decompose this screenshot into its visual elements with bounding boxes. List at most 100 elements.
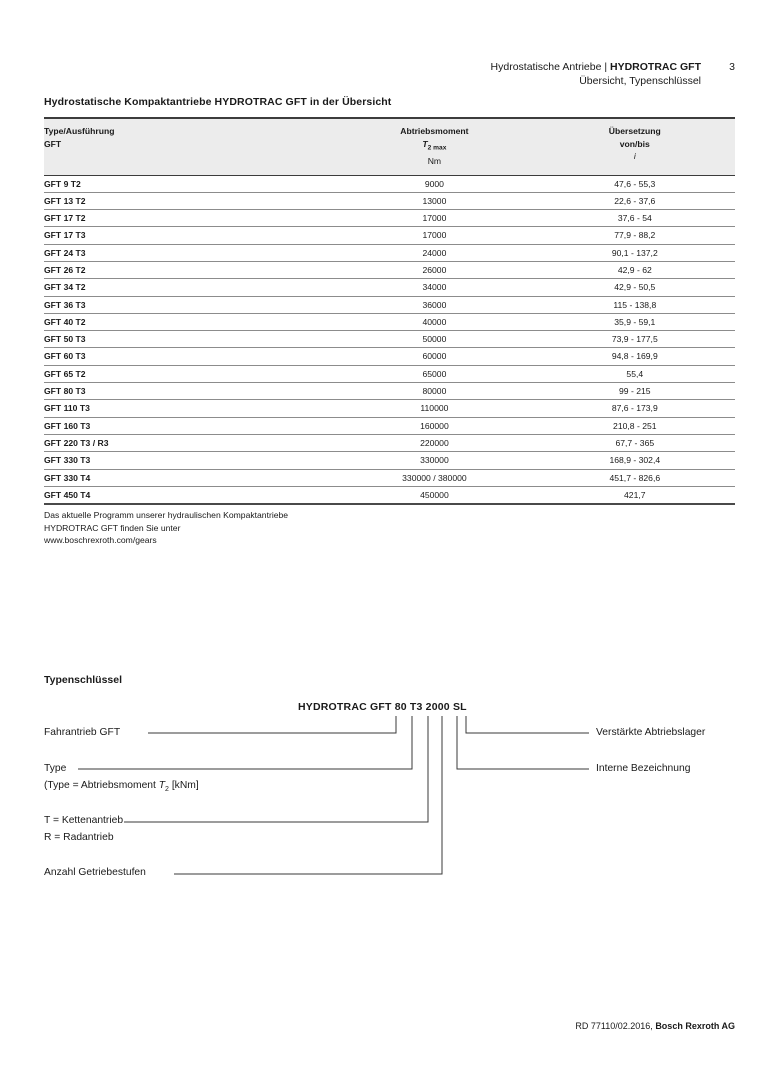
header-subtitle-line: Übersicht, Typenschlüssel bbox=[579, 75, 701, 87]
cell-type: GFT 34 T2 bbox=[44, 278, 335, 297]
cell-torque: 160000 bbox=[334, 417, 535, 435]
table-row: GFT 34 T2 34000 42,9 - 50,5 bbox=[44, 278, 735, 297]
page-footer: RD 77110/02.2016, Bosch Rexroth AG bbox=[575, 1021, 735, 1031]
table-row: GFT 40 T2 40000 35,9 - 59,1 bbox=[44, 313, 735, 332]
table-row: GFT 60 T3 60000 94,8 - 169,9 bbox=[44, 347, 735, 366]
table-row: GFT 17 T2 17000 37,6 - 54 bbox=[44, 209, 735, 228]
cell-ratio: 47,6 - 55,3 bbox=[534, 175, 735, 193]
table-row: GFT 65 T2 65000 55,4 bbox=[44, 365, 735, 384]
column-header-type-line1: Type/Ausführung bbox=[44, 126, 115, 136]
table-row: GFT 330 T3 330000 168,9 - 302,4 bbox=[44, 451, 735, 470]
table-row: GFT 13 T2 13000 22,6 - 37,6 bbox=[44, 192, 735, 211]
cell-torque: 65000 bbox=[334, 365, 535, 384]
cell-type: GFT 17 T3 bbox=[44, 226, 335, 245]
label-getriebestufen: Anzahl Getriebestufen bbox=[44, 867, 146, 878]
cell-torque: 60000 bbox=[334, 347, 535, 366]
cell-torque: 330000 bbox=[334, 451, 535, 470]
cell-ratio: 168,9 - 302,4 bbox=[534, 451, 735, 470]
cell-ratio: 77,9 - 88,2 bbox=[534, 226, 735, 245]
table-row: GFT 17 T3 17000 77,9 - 88,2 bbox=[44, 226, 735, 245]
table-row: GFT 50 T3 50000 73,9 - 177,5 bbox=[44, 330, 735, 349]
cell-type: GFT 220 T3 / R3 bbox=[44, 434, 335, 453]
table-row: GFT 26 T2 26000 42,9 - 62 bbox=[44, 261, 735, 280]
column-header-torque-symbol: T2 max bbox=[334, 138, 534, 155]
leader-line-type bbox=[78, 716, 413, 770]
column-header-torque-line1: Abtriebsmoment bbox=[400, 126, 469, 136]
label-type-note-pre: (Type = Abtriebsmoment bbox=[44, 780, 159, 791]
table-row: GFT 9 T2 9000 47,6 - 55,3 bbox=[44, 175, 735, 193]
cell-torque: 17000 bbox=[334, 226, 535, 245]
table-header: Type/Ausführung GFT Abtriebsmoment T2 ma… bbox=[44, 117, 735, 176]
cell-type: GFT 80 T3 bbox=[44, 382, 335, 401]
cell-type: GFT 13 T2 bbox=[44, 192, 335, 211]
header-title-bold: HYDROTRAC GFT bbox=[610, 61, 701, 73]
leader-line-fahrantrieb bbox=[148, 716, 397, 734]
cell-ratio: 37,6 - 54 bbox=[534, 209, 735, 228]
label-type-note: (Type = Abtriebsmoment T2 [kNm] bbox=[44, 779, 199, 797]
cell-ratio: 73,9 - 177,5 bbox=[534, 330, 735, 349]
leader-line-getriebestufen bbox=[174, 716, 443, 875]
cell-torque: 17000 bbox=[334, 209, 535, 228]
table-row: GFT 220 T3 / R3 220000 67,7 - 365 bbox=[44, 434, 735, 453]
cell-torque: 220000 bbox=[334, 434, 535, 453]
cell-torque: 450000 bbox=[334, 486, 535, 506]
cell-type: GFT 330 T4 bbox=[44, 469, 335, 487]
cell-torque: 80000 bbox=[334, 382, 535, 401]
table-row: GFT 24 T3 24000 90,1 - 137,2 bbox=[44, 244, 735, 262]
page-header: Hydrostatische Antriebe | HYDROTRAC GFT … bbox=[44, 60, 735, 88]
label-interne-bezeichnung: Interne Bezeichnung bbox=[596, 763, 691, 774]
table-row: GFT 36 T3 36000 115 - 138,8 bbox=[44, 296, 735, 314]
table-note: Das aktuelle Programm unserer hydraulisc… bbox=[44, 509, 288, 547]
cell-type: GFT 330 T3 bbox=[44, 451, 335, 470]
leader-line-interne bbox=[456, 716, 589, 770]
table-note-line1: Das aktuelle Programm unserer hydraulisc… bbox=[44, 510, 289, 520]
table-row: GFT 330 T4 330000 / 380000 451,7 - 826,6 bbox=[44, 469, 735, 487]
column-header-ratio: Übersetzung von/bis i bbox=[534, 117, 735, 176]
cell-ratio: 421,7 bbox=[534, 486, 735, 506]
header-title-block: Hydrostatische Antriebe | HYDROTRAC GFT … bbox=[491, 60, 701, 88]
cell-type: GFT 50 T3 bbox=[44, 330, 335, 349]
column-header-torque: Abtriebsmoment T2 max Nm bbox=[334, 117, 535, 176]
table-row: GFT 450 T4 450000 421,7 bbox=[44, 486, 735, 506]
column-header-type: Type/Ausführung GFT bbox=[44, 117, 335, 176]
label-type-note-sub: 2 bbox=[165, 786, 169, 794]
cell-torque: 330000 / 380000 bbox=[334, 469, 535, 487]
cell-ratio: 35,9 - 59,1 bbox=[534, 313, 735, 332]
cell-ratio: 94,8 - 169,9 bbox=[534, 347, 735, 366]
label-radantrieb: R = Radantrieb bbox=[44, 832, 114, 843]
cell-ratio: 90,1 - 137,2 bbox=[534, 244, 735, 262]
cell-type: GFT 26 T2 bbox=[44, 261, 335, 280]
cell-ratio: 115 - 138,8 bbox=[534, 296, 735, 314]
cell-torque: 34000 bbox=[334, 278, 535, 297]
typecode-section-title: Typenschlüssel bbox=[44, 674, 123, 686]
cell-torque: 13000 bbox=[334, 192, 535, 211]
torque-symbol-t: T bbox=[422, 138, 428, 149]
cell-type: GFT 60 T3 bbox=[44, 347, 335, 366]
cell-type: GFT 36 T3 bbox=[44, 296, 335, 314]
cell-ratio: 67,7 - 365 bbox=[534, 434, 735, 453]
cell-type: GFT 450 T4 bbox=[44, 486, 335, 506]
cell-type: GFT 40 T2 bbox=[44, 313, 335, 332]
cell-torque: 40000 bbox=[334, 313, 535, 332]
header-title-normal: Hydrostatische Antriebe | bbox=[490, 61, 610, 73]
cell-type: GFT 160 T3 bbox=[44, 417, 335, 435]
cell-ratio: 87,6 - 173,9 bbox=[534, 399, 735, 418]
page-number: 3 bbox=[729, 61, 735, 73]
column-header-ratio-line1: Übersetzung bbox=[608, 126, 661, 136]
label-type-note-post: [kNm] bbox=[168, 780, 199, 791]
table-note-url[interactable]: www.boschrexroth.com/gears bbox=[44, 535, 157, 546]
cell-ratio: 451,7 - 826,6 bbox=[534, 469, 735, 487]
cell-type: GFT 65 T2 bbox=[44, 365, 335, 384]
table-row: GFT 160 T3 160000 210,8 - 251 bbox=[44, 417, 735, 435]
cell-ratio: 99 - 215 bbox=[534, 382, 735, 401]
cell-torque: 36000 bbox=[334, 296, 535, 314]
table-note-line2: HYDROTRAC GFT finden Sie unter bbox=[44, 522, 181, 533]
cell-ratio: 210,8 - 251 bbox=[534, 417, 735, 435]
label-kettenantrieb: T = Kettenantrieb bbox=[44, 815, 124, 826]
cell-torque: 26000 bbox=[334, 261, 535, 280]
footer-company: Bosch Rexroth AG bbox=[655, 1021, 735, 1031]
label-type: Type bbox=[44, 763, 67, 774]
label-type-note-symbol: T bbox=[158, 780, 166, 791]
typecode-string: HYDROTRAC GFT 80 T3 2000 SL bbox=[298, 701, 467, 713]
torque-symbol-sub: 2 max bbox=[427, 144, 447, 152]
